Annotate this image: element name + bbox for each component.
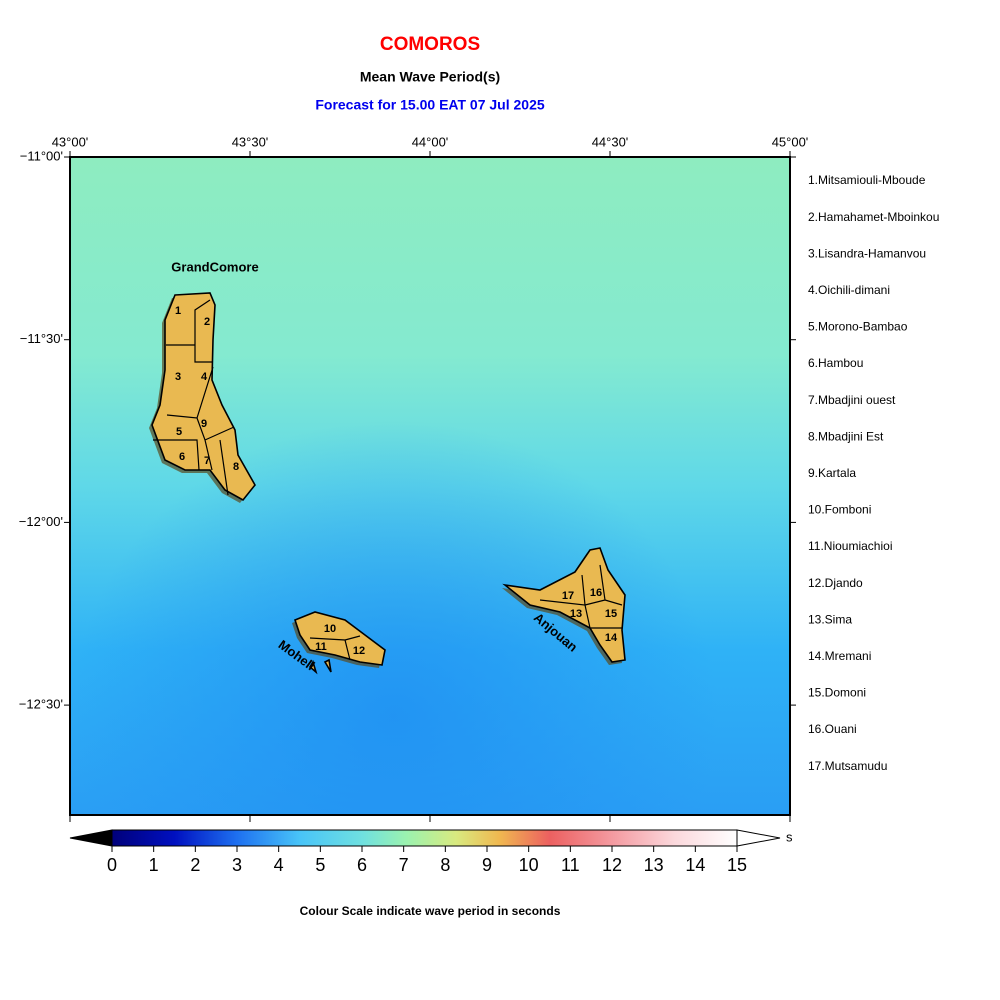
colorbar-over	[736, 829, 781, 847]
colorbar-tick-label: 1	[149, 855, 159, 875]
colorbar-caption: Colour Scale indicate wave period in sec…	[300, 904, 561, 918]
moheli	[292, 611, 386, 675]
legend-entry: 1.Mitsamiouli-Mboude	[808, 173, 926, 187]
colorbar-tick-label: 2	[190, 855, 200, 875]
legend-entry: 10.Fomboni	[808, 503, 871, 517]
colorbar-unit: s	[786, 829, 793, 844]
legend-entry: 3.Lisandra-Hamanvou	[808, 246, 926, 260]
colorbar-tick-label: 13	[644, 855, 664, 875]
lat-label: −11°30'	[20, 331, 63, 346]
lon-label: 43°00'	[52, 134, 89, 149]
district-number: 4	[201, 371, 208, 383]
colorbar-tick-label: 5	[315, 855, 325, 875]
lat-label: −11°00'	[20, 148, 63, 163]
district-number: 9	[201, 418, 207, 430]
district-number: 11	[315, 641, 327, 653]
lon-label: 43°30'	[232, 134, 269, 149]
colorbar-tick-label: 4	[274, 855, 284, 875]
colorbar-tick-label: 12	[602, 855, 622, 875]
colorbar-tick-label: 8	[440, 855, 450, 875]
legend-entry: 6.Hambou	[808, 356, 863, 370]
subtitle: Mean Wave Period(s)	[360, 69, 500, 85]
legend-entry: 14.Mremani	[808, 649, 871, 663]
colorbar-tick-label: 7	[399, 855, 409, 875]
colorbar-tick-label: 14	[685, 855, 705, 875]
district-number: 7	[204, 455, 210, 467]
district-number: 15	[605, 608, 617, 620]
district-number: 3	[175, 371, 181, 383]
grand-comore	[149, 292, 256, 503]
district-number: 5	[176, 426, 182, 438]
lat-label: −12°00'	[19, 514, 63, 529]
legend-entry: 13.Sima	[808, 612, 852, 626]
legend-entry: 2.Hamahamet-Mboinkou	[808, 210, 939, 224]
lat-label: −12°30'	[19, 697, 63, 712]
map	[70, 157, 790, 815]
colorbar-under	[69, 829, 113, 847]
legend-entry: 7.Mbadjini ouest	[808, 393, 896, 407]
district-number: 6	[179, 451, 185, 463]
legend-entry: 11.Nioumiachioi	[808, 539, 893, 553]
district-number: 16	[590, 587, 602, 599]
colorbar	[111, 829, 738, 847]
colorbar-tick-label: 0	[107, 855, 117, 875]
lon-label: 44°00'	[412, 134, 449, 149]
legend-entry: 9.Kartala	[808, 466, 856, 480]
district-number: 8	[233, 461, 239, 473]
colorbar-tick-label: 9	[482, 855, 492, 875]
island-name: GrandComore	[171, 259, 258, 274]
lon-label: 45°00'	[772, 134, 809, 149]
district-number: 1	[175, 305, 181, 317]
district-number: 13	[570, 608, 582, 620]
district-number: 14	[605, 632, 618, 644]
legend-entry: 5.Morono-Bambao	[808, 320, 908, 334]
anjouan	[502, 547, 626, 665]
lon-label: 44°30'	[592, 134, 629, 149]
legend-entry: 8.Mbadjini Est	[808, 429, 884, 443]
legend-entry: 17.Mutsamudu	[808, 759, 887, 773]
colorbar-tick-label: 3	[232, 855, 242, 875]
district-number: 12	[353, 645, 365, 657]
legend-entry: 4.Oichili-dimani	[808, 283, 890, 297]
colorbar-tick-label: 6	[357, 855, 367, 875]
forecast: Forecast for 15.00 EAT 07 Jul 2025	[315, 97, 545, 113]
title: COMOROS	[380, 34, 480, 55]
legend-entry: 12.Djando	[808, 576, 863, 590]
colorbar-tick-label: 11	[561, 855, 580, 875]
district-number: 2	[204, 316, 210, 328]
colorbar-tick-label: 10	[519, 855, 539, 875]
district-number: 10	[324, 623, 336, 635]
sea-deep	[70, 157, 790, 815]
colorbar-tick-label: 15	[727, 855, 747, 875]
legend-entry: 15.Domoni	[808, 686, 866, 700]
legend-entry: 16.Ouani	[808, 722, 857, 736]
district-number: 17	[562, 590, 574, 602]
